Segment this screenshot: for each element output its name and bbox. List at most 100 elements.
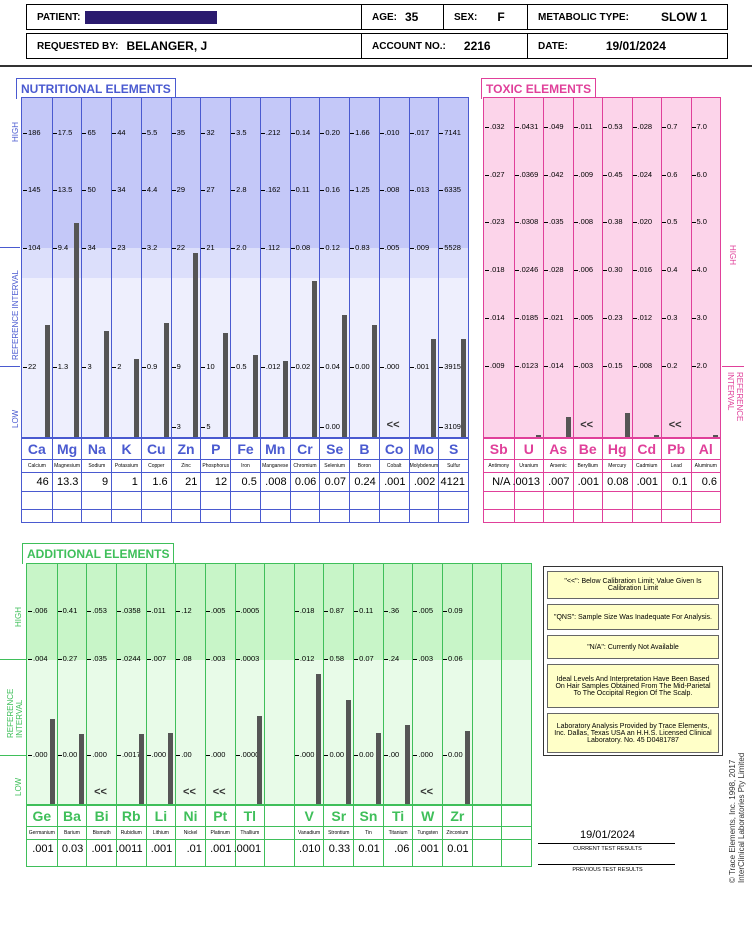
legend-qns: "QNS": Sample Size Was Inadequate For An… [547, 604, 719, 630]
nutri-symbol-b: B [359, 441, 370, 457]
add-bar-li [168, 732, 174, 804]
toxic-tick-cd: .012 [633, 314, 653, 322]
toxic-table-col-hg: Hg Mercury 0.08 [602, 439, 632, 522]
add-band [27, 660, 531, 804]
toxic-tick-as: .021 [544, 314, 564, 322]
nutri-bar-cu [163, 323, 169, 437]
nutri-tick-cu: 0.9 [142, 363, 157, 371]
add-col-zr [442, 564, 472, 804]
nutri-tick-mn: .112 [261, 244, 280, 252]
nutri-col-mn [259, 98, 290, 437]
add-table-col-blank [501, 806, 531, 866]
toxic-tick-cd: .020 [633, 218, 653, 226]
add-value-ti: .06 [394, 843, 410, 855]
add-symbol-sn: Sn [359, 808, 378, 824]
add-tick-li: .011 [147, 607, 166, 615]
toxic-symbol-hg: Hg [607, 441, 627, 457]
add-tick-w: .003 [413, 655, 433, 663]
account-label: ACCOUNT NO.: [372, 40, 446, 52]
nutri-tick-ca: 186 [23, 129, 41, 137]
add-name-w: Tungsten [413, 826, 443, 840]
nutri-table-col-p: P Phosphorus 12 [200, 439, 231, 522]
nutri-bar-mg [74, 223, 80, 437]
nutri-tick-fe: 2.8 [231, 186, 246, 194]
nutri-name-mo: Molybdenum [409, 459, 439, 473]
add-table-col-pt: Pt Platinum .001 [204, 806, 235, 866]
nutri-value-se: 0.07 [324, 476, 347, 488]
add-value-sn: 0.01 [358, 843, 380, 855]
toxic-name-hg: Mercury [603, 459, 632, 473]
nutri-table-col-cu: Cu Copper 1.6 [140, 439, 171, 522]
nutri-table-col-ca: Ca Calcium 46 [22, 439, 52, 522]
add-bar-ba [79, 734, 85, 804]
add-tick-tl: .0005 [236, 607, 260, 615]
toxic-tick-hg: 0.38 [603, 218, 623, 226]
add-tick-li: .007 [147, 655, 167, 663]
nutri-symbol-k: K [121, 441, 132, 457]
add-tick-pt: .003 [206, 655, 226, 663]
add-table-col-ba: Ba Barium 0.03 [56, 806, 87, 866]
nutri-col-na [81, 98, 111, 437]
nutri-tick-fe: 2.0 [231, 244, 246, 252]
nutri-tick-mg: 17.5 [53, 129, 73, 137]
add-tick-sn: 0.00 [354, 751, 374, 759]
nutri-tick-zn: 29 [172, 186, 185, 194]
nutri-table-col-zn: Zn Zinc 21 [170, 439, 201, 522]
add-col-v [293, 564, 324, 804]
nutri-tick-mg: 1.3 [53, 363, 68, 371]
add-value-pt: .001 [210, 843, 232, 855]
toxic-tick-cd: .016 [633, 266, 653, 274]
add-name-zr: Zirconium [443, 826, 472, 840]
add-value-li: .001 [150, 843, 173, 855]
toxic-tick-as: .014 [544, 362, 564, 370]
toxic-tick-sb: .032 [485, 123, 505, 131]
add-value-zr: 0.01 [447, 843, 469, 855]
add-symbol-sr: Sr [331, 808, 347, 824]
nutri-high-label: HIGH [11, 122, 20, 142]
toxic-value-be: .001 [577, 476, 599, 488]
nutri-name-na: Sodium [82, 459, 112, 473]
nutri-table-col-se: Se Selenium 0.07 [319, 439, 350, 522]
toxic-tick-al: 2.0 [692, 362, 707, 370]
add-tick-ge: .000 [28, 751, 48, 759]
nutri-value-mg: 13.3 [57, 476, 79, 488]
nutri-table-col-mn: Mn Manganese .008 [259, 439, 290, 522]
add-col-sr [323, 564, 353, 804]
add-ref-label: REFERENCE INTERVAL [6, 688, 24, 738]
nutri-tick-cu: 4.4 [142, 186, 157, 194]
nutri-tick-fe: 3.5 [231, 129, 246, 137]
copyright-line1: © Trace Elements, Inc. 1998, 2017 [728, 759, 737, 883]
add-symbol-li: Li [154, 808, 168, 824]
nutri-name-mn: Manganese [260, 459, 290, 473]
nutri-symbol-se: Se [326, 441, 344, 457]
nutri-col-cr [289, 98, 320, 437]
nutri-below-limit-co: << [386, 419, 400, 431]
add-bar-ge [49, 718, 55, 804]
nutri-low-label: LOW [11, 409, 20, 428]
add-table-col-ni: Ni Nickel .01 [175, 806, 205, 866]
add-high-label: HIGH [14, 607, 23, 627]
nutri-bar-na [104, 331, 110, 437]
nutri-symbol-cr: Cr [297, 441, 313, 457]
add-tick-rb: .0017 [117, 751, 141, 759]
toxic-value-pb: 0.1 [672, 476, 688, 488]
toxic-value-hg: 0.08 [607, 476, 629, 488]
nutri-tick-s: 7141 [439, 129, 461, 137]
toxic-table-col-u: U Uranium .0013 [512, 439, 543, 522]
toxic-table-col-al: Al Aluminum 0.6 [690, 439, 720, 522]
toxic-ref-marker [722, 366, 744, 367]
toxic-table-rule [484, 509, 720, 510]
add-symbol-blank [502, 806, 531, 826]
toxic-tick-hg: 0.23 [603, 314, 623, 322]
toxic-high-label: HIGH [728, 245, 737, 265]
add-below-limit-bi: << [94, 786, 107, 798]
requested-label: REQUESTED BY: [37, 40, 119, 52]
toxic-name-pb: Lead [662, 459, 691, 473]
add-tick-sr: 0.87 [324, 607, 344, 615]
add-tick-v: .012 [295, 655, 315, 663]
nutri-tick-se: 0.20 [320, 129, 340, 137]
sex-value: F [497, 10, 505, 24]
toxic-tick-sb: .009 [485, 362, 505, 370]
nutri-value-mo: .002 [413, 476, 436, 488]
toxic-symbol-as: As [549, 441, 568, 457]
